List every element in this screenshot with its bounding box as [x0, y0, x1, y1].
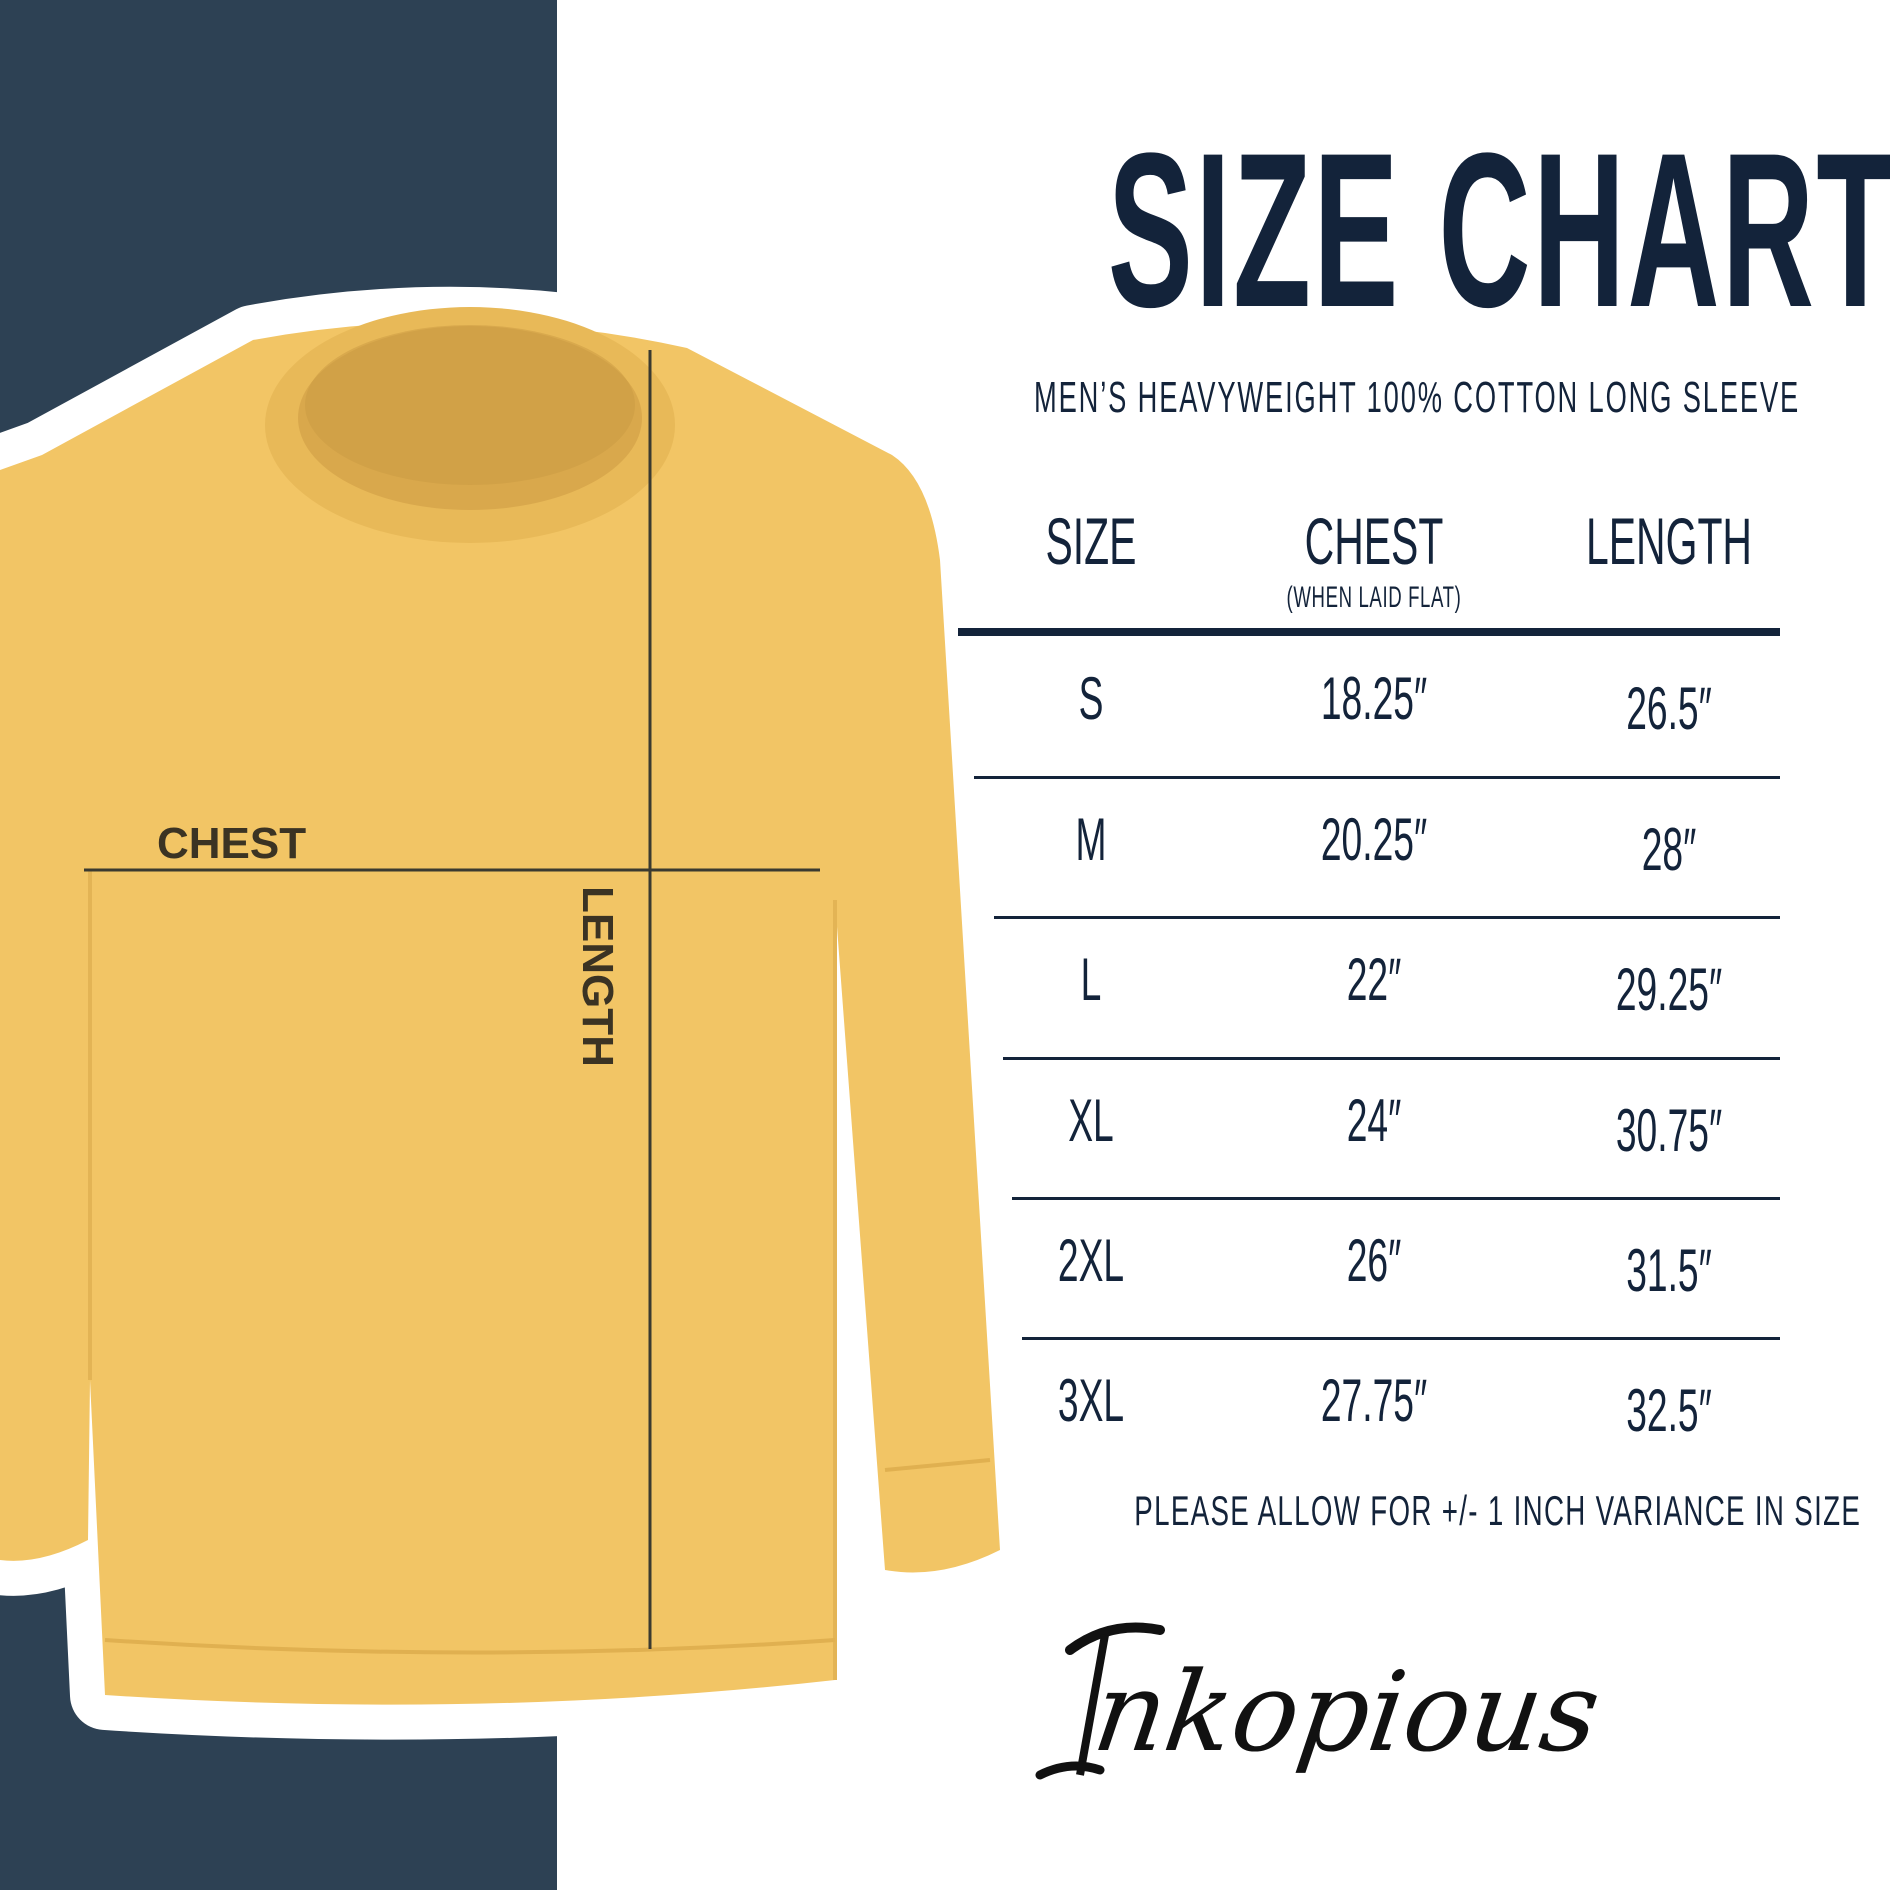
table-cell-size: 3XL [1057, 1367, 1125, 1434]
inkopious-logo: nkopious [1035, 1622, 1608, 1780]
row-divider [1012, 1197, 1780, 1200]
table-cell-size: S [1078, 665, 1104, 732]
header-length: LENGTH [1586, 504, 1752, 578]
table-cell-chest: 18.25″ [1320, 665, 1428, 732]
header-chest: CHEST [1304, 504, 1444, 578]
table-cell-length: 28″ [1641, 816, 1697, 883]
row-divider [1022, 1337, 1780, 1340]
table-cell-length: 30.75″ [1615, 1097, 1723, 1164]
chest-label: CHEST [157, 819, 307, 868]
row-divider [974, 776, 1780, 779]
table-cell-chest: 24″ [1346, 1087, 1402, 1154]
table-cell-length: 26.5″ [1626, 675, 1712, 742]
table-cell-length: 31.5″ [1626, 1237, 1712, 1304]
svg-text:nkopious: nkopious [1087, 1649, 1608, 1777]
table-cell-chest: 27.75″ [1320, 1367, 1428, 1434]
table-cell-size: L [1080, 946, 1102, 1013]
table-cell-chest: 20.25″ [1320, 806, 1428, 873]
variance-note: PLEASE ALLOW FOR +/- 1 INCH VARIANCE IN … [1134, 1487, 1862, 1534]
table-cell-size: M [1075, 806, 1107, 873]
table-cell-chest: 26″ [1346, 1227, 1402, 1294]
table-cell-length: 32.5″ [1626, 1377, 1712, 1444]
header-size: SIZE [1045, 504, 1137, 578]
table-cell-chest: 22″ [1346, 946, 1402, 1013]
row-divider [994, 916, 1780, 919]
row-divider [1003, 1057, 1780, 1060]
length-label: LENGTH [573, 886, 622, 1067]
subtitle: MEN’S HEAVYWEIGHT 100% COTTON LONG SLEEV… [1034, 373, 1801, 422]
page-title: SIZE CHART [1107, 107, 1890, 353]
table-cell-size: 2XL [1057, 1227, 1125, 1294]
header-divider [958, 628, 1780, 636]
table-cell-length: 29.25″ [1615, 956, 1723, 1023]
header-chest-note: (WHEN LAID FLAT) [1286, 581, 1462, 614]
table-cell-size: XL [1068, 1087, 1114, 1154]
